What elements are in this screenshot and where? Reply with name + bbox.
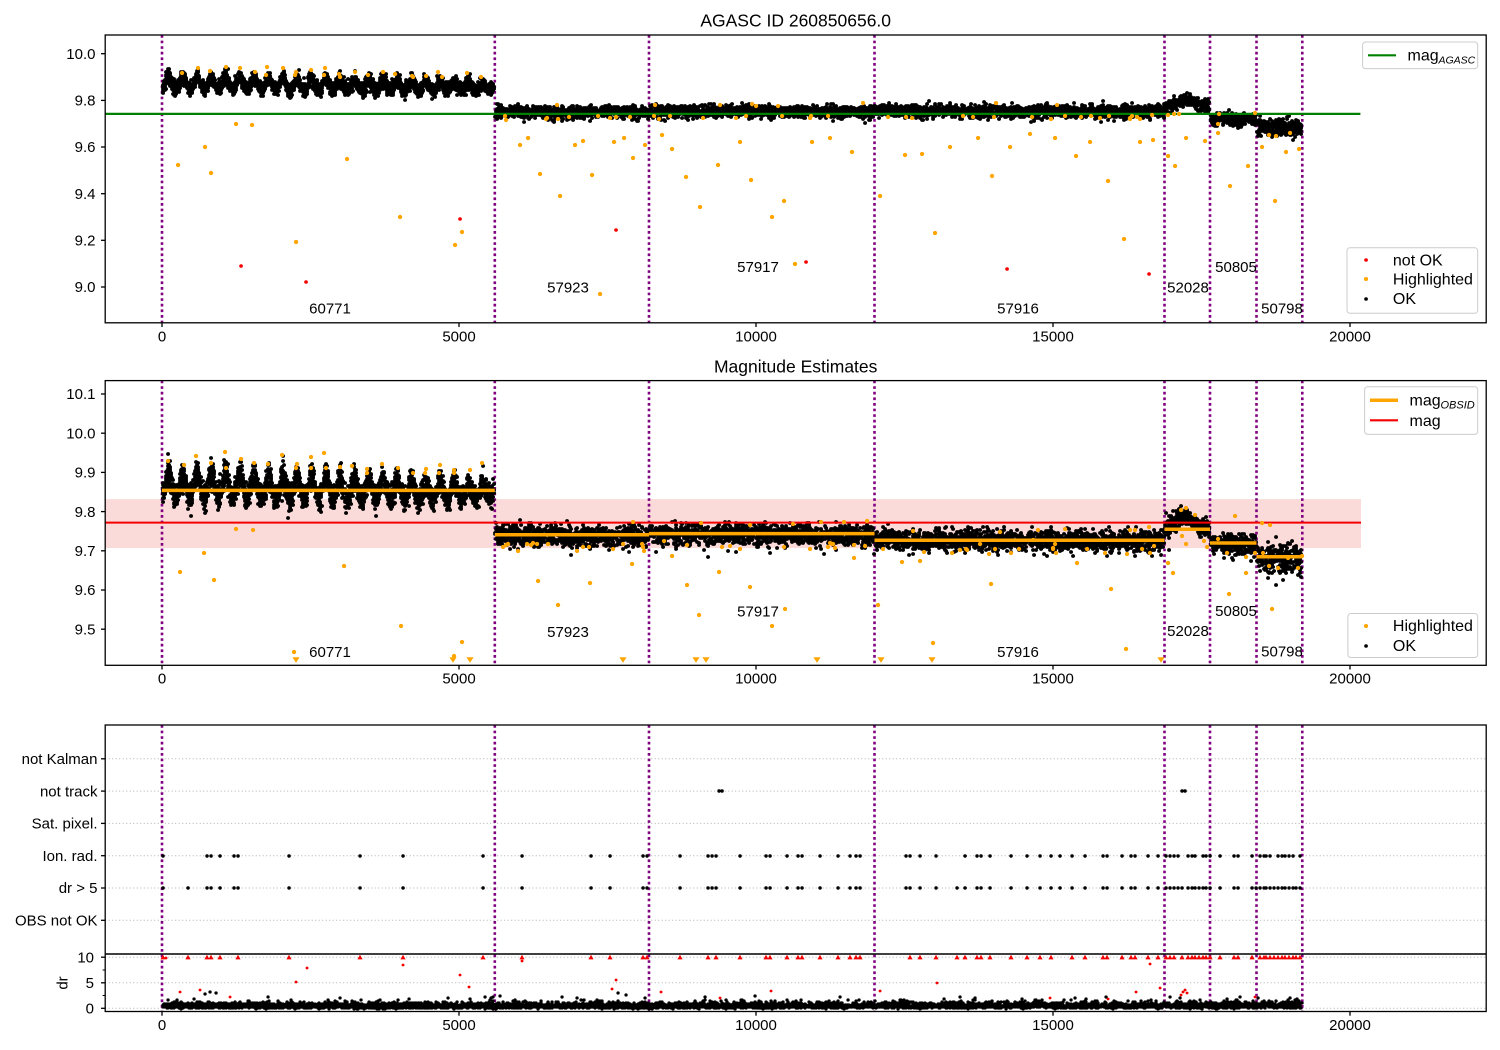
- svg-text:9.0: 9.0: [75, 279, 96, 296]
- svg-text:9.2: 9.2: [75, 233, 96, 250]
- svg-text:57917: 57917: [737, 604, 779, 621]
- svg-text:50798: 50798: [1261, 301, 1303, 318]
- svg-text:Sat. pixel.: Sat. pixel.: [32, 816, 98, 833]
- svg-text:9.8: 9.8: [75, 504, 96, 521]
- svg-text:10: 10: [77, 949, 94, 966]
- svg-text:9.5: 9.5: [75, 621, 96, 638]
- svg-text:Ion. rad.: Ion. rad.: [42, 848, 97, 865]
- svg-text:5000: 5000: [442, 671, 475, 688]
- svg-text:5000: 5000: [442, 1017, 475, 1034]
- svg-text:Highlighted: Highlighted: [1393, 272, 1473, 289]
- svg-text:15000: 15000: [1032, 329, 1074, 346]
- svg-text:Magnitude Estimates: Magnitude Estimates: [714, 357, 878, 377]
- svg-text:52028: 52028: [1167, 280, 1209, 297]
- svg-text:50798: 50798: [1261, 644, 1303, 661]
- svg-text:52028: 52028: [1167, 623, 1209, 640]
- svg-text:57916: 57916: [997, 301, 1039, 318]
- svg-text:9.6: 9.6: [75, 582, 96, 599]
- svg-text:57923: 57923: [547, 624, 589, 641]
- svg-text:Highlighted: Highlighted: [1393, 618, 1473, 635]
- svg-text:OBS not OK: OBS not OK: [15, 913, 98, 930]
- svg-text:10.1: 10.1: [66, 386, 95, 403]
- svg-text:10000: 10000: [735, 671, 777, 688]
- svg-text:not OK: not OK: [1393, 252, 1443, 269]
- svg-text:mag: mag: [1408, 48, 1439, 65]
- svg-text:9.8: 9.8: [75, 93, 96, 110]
- svg-text:0: 0: [158, 329, 166, 346]
- svg-text:10.0: 10.0: [66, 425, 95, 442]
- svg-text:15000: 15000: [1032, 1017, 1074, 1034]
- svg-text:20000: 20000: [1329, 671, 1371, 688]
- svg-text:5: 5: [86, 975, 94, 992]
- svg-text:15000: 15000: [1032, 671, 1074, 688]
- svg-text:60771: 60771: [309, 301, 351, 318]
- svg-text:mag: mag: [1410, 393, 1441, 410]
- svg-text:10.0: 10.0: [66, 46, 95, 63]
- svg-text:OK: OK: [1393, 291, 1416, 308]
- svg-text:50805: 50805: [1215, 259, 1257, 276]
- svg-text:50805: 50805: [1215, 603, 1257, 620]
- svg-text:60771: 60771: [309, 644, 351, 661]
- svg-text:9.4: 9.4: [75, 186, 96, 203]
- svg-text:AGASC ID 260850656.0: AGASC ID 260850656.0: [700, 11, 891, 31]
- svg-text:mag: mag: [1410, 413, 1441, 430]
- svg-text:10000: 10000: [735, 329, 777, 346]
- svg-text:57916: 57916: [997, 644, 1039, 661]
- svg-text:AGASC: AGASC: [1438, 55, 1476, 67]
- svg-text:9.6: 9.6: [75, 139, 96, 156]
- svg-text:not track: not track: [40, 783, 98, 800]
- svg-text:dr > 5: dr > 5: [59, 880, 98, 897]
- svg-text:20000: 20000: [1329, 1017, 1371, 1034]
- svg-text:20000: 20000: [1329, 329, 1371, 346]
- svg-text:OBSID: OBSID: [1441, 400, 1475, 412]
- svg-text:0: 0: [158, 1017, 166, 1034]
- svg-text:9.7: 9.7: [75, 543, 96, 560]
- svg-text:dr: dr: [55, 976, 72, 989]
- svg-text:9.9: 9.9: [75, 465, 96, 482]
- svg-text:5000: 5000: [442, 329, 475, 346]
- svg-text:0: 0: [158, 671, 166, 688]
- svg-text:OK: OK: [1393, 638, 1416, 655]
- svg-text:not Kalman: not Kalman: [22, 751, 98, 768]
- svg-text:57923: 57923: [547, 280, 589, 297]
- svg-text:0: 0: [86, 1001, 94, 1018]
- svg-text:10000: 10000: [735, 1017, 777, 1034]
- svg-text:57917: 57917: [737, 259, 779, 276]
